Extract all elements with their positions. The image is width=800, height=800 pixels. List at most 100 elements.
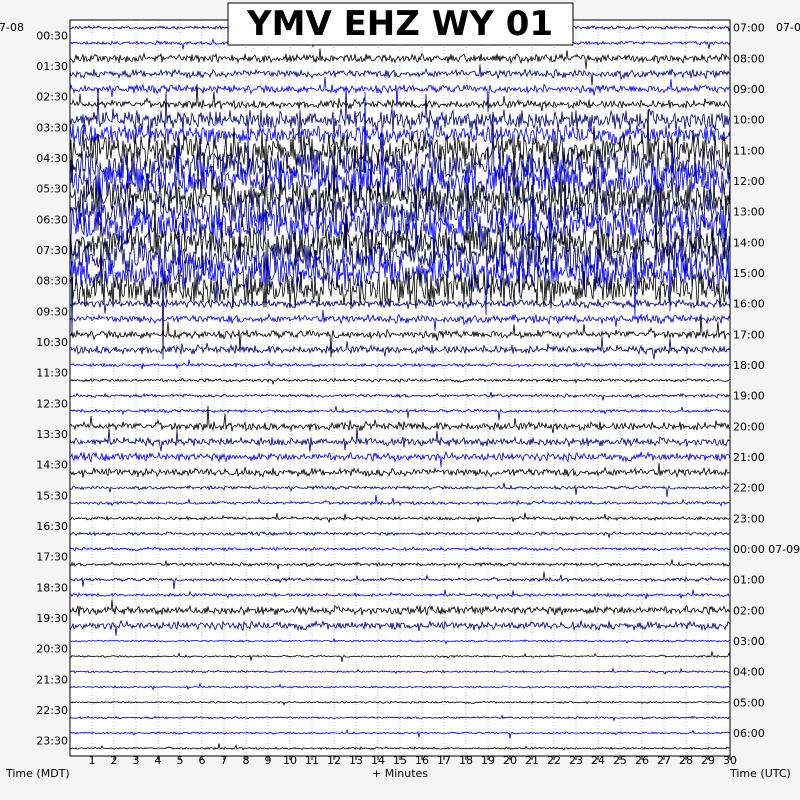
x-tick-label: 5 bbox=[177, 754, 184, 767]
x-tick-label: 6 bbox=[199, 754, 206, 767]
left-time-label: 13:30 bbox=[36, 428, 68, 441]
left-time-label: 18:30 bbox=[36, 581, 68, 594]
trace-line bbox=[69, 427, 731, 452]
left-time-label: 22:30 bbox=[36, 704, 68, 717]
right-time-label: 04:00 bbox=[733, 666, 765, 679]
left-time-label: 19:30 bbox=[36, 612, 68, 625]
left-time-label: 21:30 bbox=[36, 673, 68, 686]
trace-line bbox=[69, 91, 731, 211]
trace-line bbox=[69, 241, 731, 310]
x-tick-label: 26 bbox=[635, 754, 649, 767]
x-tick-label: 14 bbox=[371, 754, 385, 767]
left-time-label: 20:30 bbox=[36, 643, 68, 656]
trace-line bbox=[69, 728, 731, 739]
trace-line bbox=[69, 377, 731, 385]
x-tick-label: 15 bbox=[393, 754, 407, 767]
title-box bbox=[227, 2, 574, 46]
left-time-label: 23:30 bbox=[36, 735, 68, 748]
right-time-label: 05:00 bbox=[733, 696, 765, 709]
left-time-labels: 00:30 01:30 02:30 03:30 04:30 05:30 06:30 07:30… bbox=[36, 29, 68, 747]
trace-line bbox=[69, 76, 731, 113]
trace-line bbox=[69, 188, 731, 295]
trace-line bbox=[69, 743, 731, 751]
x-tick-label: 13 bbox=[349, 754, 363, 767]
left-time-label: 06:30 bbox=[36, 213, 68, 226]
trace-line bbox=[69, 700, 731, 706]
trace-line bbox=[69, 336, 731, 360]
trace-line bbox=[69, 190, 731, 256]
left-time-label: 09:30 bbox=[36, 305, 68, 318]
x-tick-label: 1 bbox=[89, 754, 96, 767]
x-tick-label: 25 bbox=[613, 754, 627, 767]
right-time-label: 10:00 bbox=[733, 114, 765, 127]
x-tick-label: 3 bbox=[133, 754, 140, 767]
chart-title: YMV EHZ WY 01 bbox=[246, 4, 553, 44]
right-time-label: 14:00 bbox=[733, 236, 765, 249]
x-tick-label: 19 bbox=[481, 754, 495, 767]
x-tick-label: 22 bbox=[547, 754, 561, 767]
left-time-label: 15:30 bbox=[36, 489, 68, 502]
left-axis-label: Time (MDT) bbox=[5, 767, 70, 780]
trace-line bbox=[69, 406, 731, 421]
right-axis-label: Time (UTC) bbox=[729, 767, 791, 780]
left-time-label: 02:30 bbox=[36, 91, 68, 104]
x-tick-label: 7 bbox=[221, 754, 228, 767]
trace-line bbox=[69, 637, 731, 646]
x-tick-label: 23 bbox=[569, 754, 583, 767]
right-time-label: 11:00 bbox=[733, 144, 765, 157]
left-time-label: 07:30 bbox=[36, 244, 68, 257]
right-time-label: 13:00 bbox=[733, 206, 765, 219]
x-tick-label: 11 bbox=[305, 754, 319, 767]
trace-line bbox=[69, 599, 731, 617]
right-time-label: 16:00 bbox=[733, 298, 765, 311]
right-time-label: 00:00 07-09 bbox=[733, 543, 800, 556]
trace-line bbox=[69, 83, 730, 112]
right-time-label: 21:00 bbox=[733, 451, 765, 464]
right-time-label: 08:00 bbox=[733, 52, 765, 65]
x-tick-label: 30 bbox=[723, 754, 737, 767]
trace-line bbox=[69, 309, 731, 331]
x-tick-label: 12 bbox=[327, 754, 341, 767]
right-time-label: 06:00 bbox=[733, 727, 765, 740]
trace-line bbox=[69, 559, 731, 570]
left-time-label: 01:30 bbox=[36, 60, 68, 73]
right-time-label: 01:00 bbox=[733, 574, 765, 587]
x-tick-label: 20 bbox=[503, 754, 517, 767]
trace-line bbox=[69, 64, 731, 86]
x-tick-label: 8 bbox=[243, 754, 250, 767]
trace-line bbox=[69, 546, 731, 553]
trace-line bbox=[69, 494, 731, 507]
right-time-label: 03:00 bbox=[733, 635, 765, 648]
trace-line bbox=[69, 651, 731, 662]
x-tick-label: 21 bbox=[525, 754, 539, 767]
trace-line bbox=[69, 85, 731, 144]
trace-line bbox=[69, 109, 731, 174]
right-time-label: 09:00 bbox=[733, 83, 765, 96]
x-tick-label: 16 bbox=[415, 754, 429, 767]
trace-line bbox=[69, 203, 731, 251]
left-time-label: 04:30 bbox=[36, 152, 68, 165]
x-tick-label: 17 bbox=[437, 754, 451, 767]
trace-line bbox=[69, 530, 731, 538]
left-time-label: 16:30 bbox=[36, 520, 68, 533]
trace-line bbox=[69, 391, 731, 401]
x-tick-label: 10 bbox=[283, 754, 297, 767]
left-time-label: 00:30 bbox=[36, 29, 68, 42]
trace-line bbox=[69, 450, 731, 467]
right-time-label: 12:00 bbox=[733, 175, 765, 188]
x-axis-ticks: 1 2 3 4 5 6 7 8 9 10 11 12 13 14 15 16 17 18 19 20 21 22 23 24 2… bbox=[89, 754, 738, 767]
trace-line bbox=[69, 405, 731, 434]
right-time-label: 15:00 bbox=[733, 267, 765, 280]
trace-line bbox=[69, 571, 731, 589]
right-time-label: 17:00 bbox=[733, 328, 765, 341]
x-tick-label: 24 bbox=[591, 754, 605, 767]
x-tick-label: 4 bbox=[155, 754, 162, 767]
trace-line bbox=[69, 48, 731, 70]
right-time-label: 07:00 bbox=[733, 22, 765, 35]
seismic-traces bbox=[69, 19, 731, 751]
trace-line bbox=[69, 297, 731, 314]
trace-line bbox=[69, 682, 731, 691]
right-time-label: 18:00 bbox=[733, 359, 765, 372]
trace-line bbox=[69, 714, 731, 722]
